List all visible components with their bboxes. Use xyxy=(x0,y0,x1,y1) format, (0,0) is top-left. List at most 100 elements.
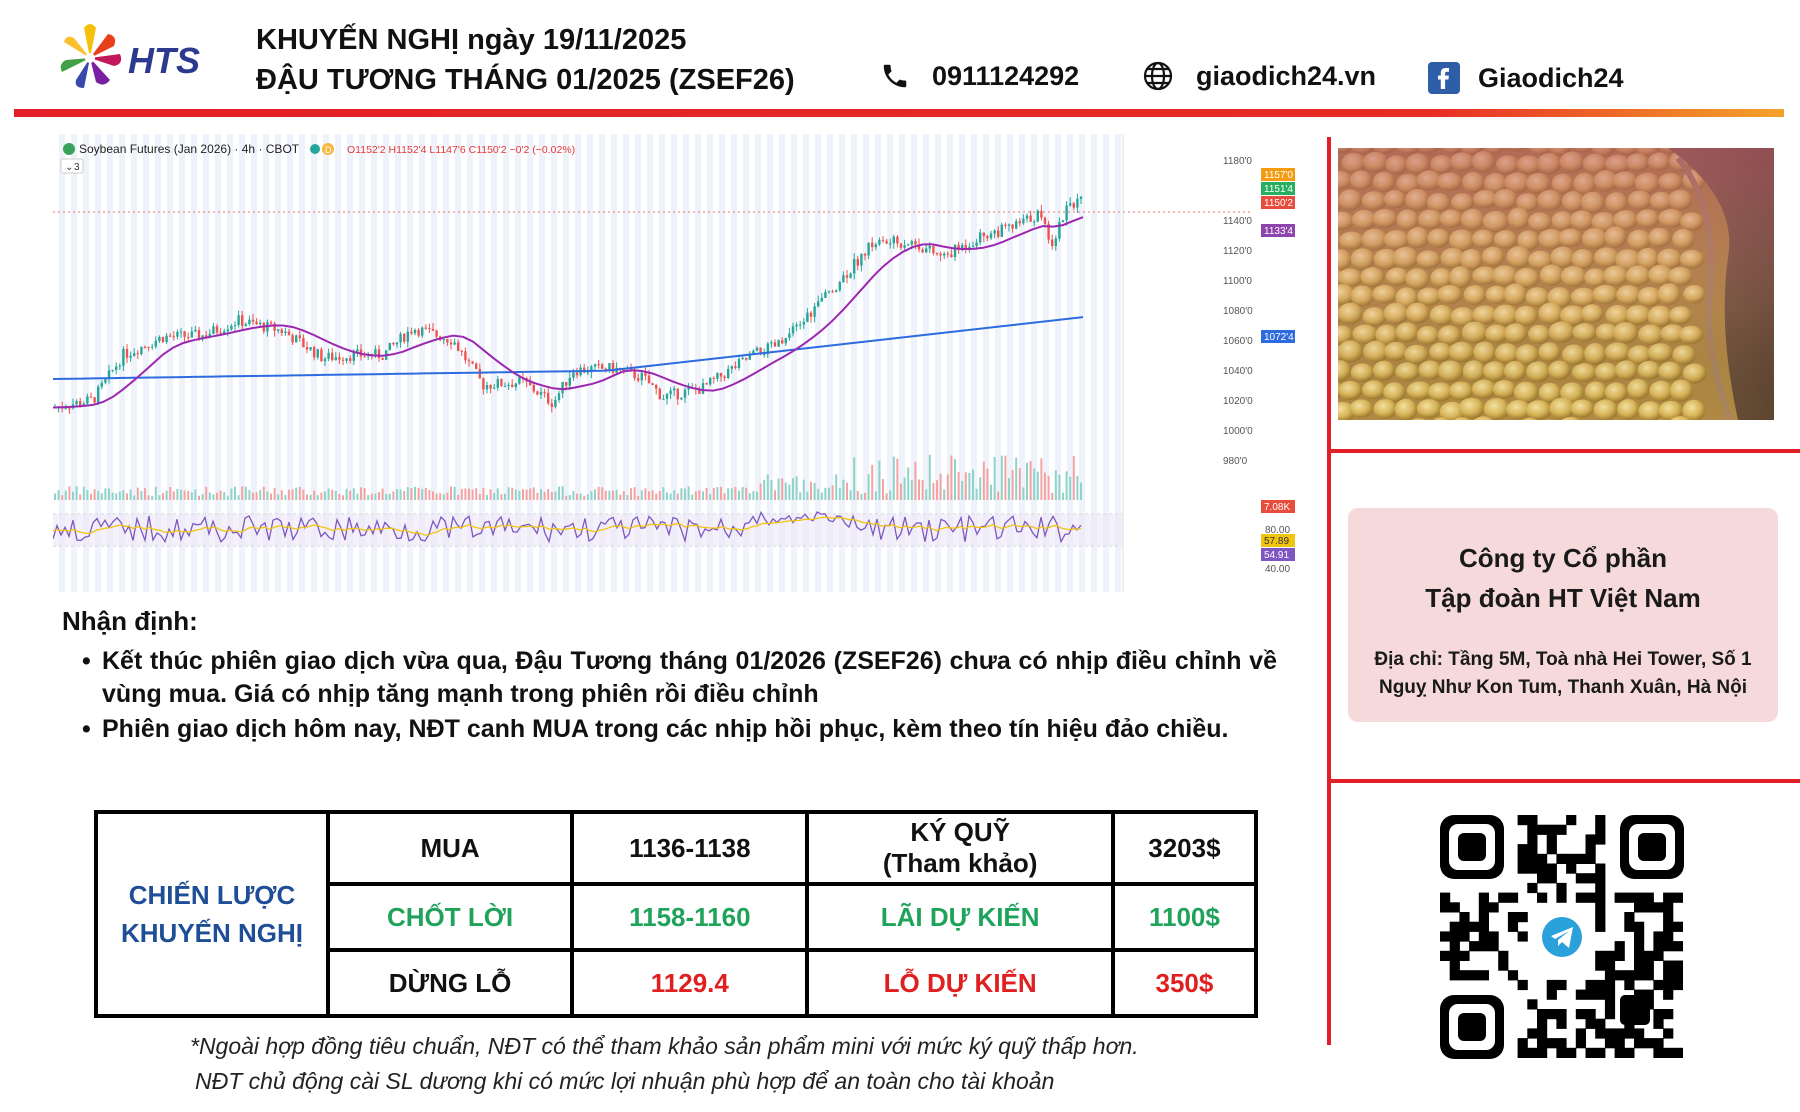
phone-contact[interactable]: 0911124292 xyxy=(880,60,1079,92)
volume-bar xyxy=(532,487,535,500)
candle-body xyxy=(741,357,744,360)
candle-body xyxy=(395,342,399,345)
analysis-heading: Nhận định: xyxy=(62,606,198,636)
volume-bar xyxy=(327,488,330,500)
candle-body xyxy=(586,372,589,374)
candle-body xyxy=(302,338,305,348)
candle-body xyxy=(622,369,625,371)
telegram-qr-code[interactable] xyxy=(1440,815,1684,1059)
volume-bar xyxy=(576,493,578,500)
volume-bar xyxy=(662,487,665,500)
volume-bar xyxy=(968,472,971,500)
candle-body xyxy=(514,383,517,388)
candle-body xyxy=(1029,215,1032,222)
price-tick-label: 1060'0 xyxy=(1223,336,1253,347)
candle-body xyxy=(845,275,849,278)
volume-bar xyxy=(190,492,193,500)
volume-bar xyxy=(259,489,262,500)
brand-name: HTS xyxy=(128,40,200,81)
candle-body xyxy=(212,326,215,334)
candle-body xyxy=(907,244,910,246)
volume-bar xyxy=(896,458,899,500)
volume-bar xyxy=(324,491,326,500)
volume-bar xyxy=(651,490,654,500)
volume-bar xyxy=(637,495,640,500)
volume-bar xyxy=(86,489,89,500)
candlestick-chart-svg: 1180'0 1140'0 1120'0 1100'0 1080'0 1060'0 1040… xyxy=(53,134,1295,592)
candle-body xyxy=(374,349,377,357)
volume-bar xyxy=(756,491,758,500)
volume-bar xyxy=(547,488,550,500)
candle-body xyxy=(759,347,762,355)
volume-bar xyxy=(82,486,85,500)
price-badge: 1072'4 xyxy=(1264,332,1294,343)
candle-body xyxy=(233,325,237,327)
volume-bar xyxy=(435,493,438,500)
volume-bar xyxy=(471,489,474,500)
buy-label: MUA xyxy=(325,810,575,886)
candle-body xyxy=(82,403,85,406)
candle-body xyxy=(226,329,229,332)
candle-body xyxy=(1054,238,1057,247)
candle-body xyxy=(237,315,240,326)
volume-bar xyxy=(288,489,290,500)
volume-bar xyxy=(795,476,798,500)
volume-bar xyxy=(489,489,492,500)
candle-body xyxy=(777,340,780,347)
candle-body xyxy=(716,372,719,379)
candle-body xyxy=(93,397,96,403)
candle-body xyxy=(550,403,553,407)
facebook-contact[interactable]: Giaodich24 xyxy=(1428,62,1624,94)
volume-bar xyxy=(788,484,791,500)
candle-body xyxy=(939,253,942,256)
candle-body xyxy=(608,363,611,371)
volume-bar xyxy=(738,490,740,500)
candle-body xyxy=(543,392,546,394)
volume-bar xyxy=(709,493,712,500)
volume-bar xyxy=(540,489,542,500)
candle-body xyxy=(734,366,737,369)
volume-bar xyxy=(1080,482,1082,500)
volume-bar xyxy=(918,479,920,500)
candle-body xyxy=(363,356,366,358)
price-tick-label: 1000'0 xyxy=(1223,426,1253,437)
volume-bar xyxy=(936,480,938,500)
candle-body xyxy=(683,389,687,398)
volume-bar xyxy=(770,480,773,500)
volume-bar xyxy=(730,488,733,500)
candle-body xyxy=(863,253,867,256)
candle-body xyxy=(190,331,193,338)
volume-bar xyxy=(338,493,341,500)
price-badge: 1133'4 xyxy=(1264,226,1293,237)
candle-body xyxy=(820,297,823,302)
volume-bar xyxy=(370,493,373,500)
volume-bar xyxy=(331,489,334,500)
candle-body xyxy=(925,248,928,253)
volume-bar xyxy=(460,488,463,500)
volume-bar xyxy=(914,461,917,500)
candle-body xyxy=(284,331,287,334)
candle-body xyxy=(997,230,1000,237)
candle-body xyxy=(320,349,323,362)
candle-body xyxy=(881,239,885,241)
website-contact[interactable]: giaodich24.vn xyxy=(1142,60,1376,92)
volume-bar xyxy=(1029,461,1032,500)
candle-body xyxy=(903,245,906,248)
volume-bar xyxy=(835,474,838,500)
volume-bar xyxy=(129,489,132,500)
candle-body xyxy=(115,366,118,370)
candle-body xyxy=(1025,215,1029,219)
candle-body xyxy=(104,378,107,383)
volume-bar xyxy=(352,488,355,500)
report-subtitle: ĐẬU TƯƠNG THÁNG 01/2025 (ZSEF26) xyxy=(256,64,795,96)
volume-bar xyxy=(658,490,661,500)
indicator-count: 3 xyxy=(74,162,80,173)
volume-bar xyxy=(950,455,953,500)
volume-bar xyxy=(252,492,254,500)
volume-bar xyxy=(799,492,802,500)
volume-bar xyxy=(630,488,632,500)
candle-body xyxy=(197,329,201,340)
company-card: Công ty Cổ phần Tập đoàn HT Việt Nam Địa… xyxy=(1348,508,1778,722)
candle-body xyxy=(986,236,989,239)
column-divider xyxy=(1327,137,1331,1045)
